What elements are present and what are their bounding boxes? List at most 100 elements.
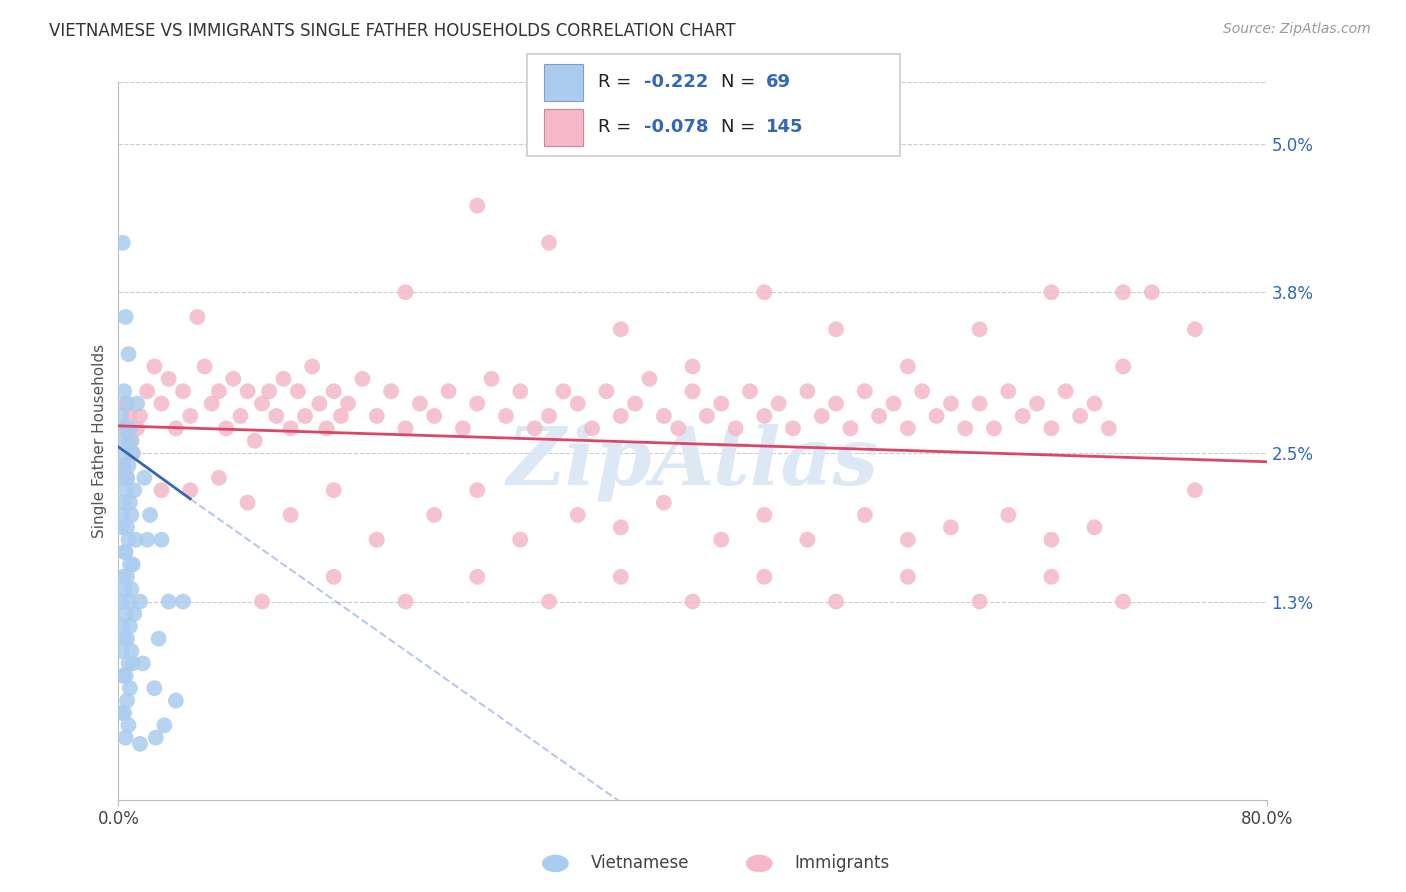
Point bbox=[114, 731, 136, 745]
Point bbox=[120, 508, 142, 522]
Point bbox=[222, 372, 245, 386]
Point bbox=[172, 594, 194, 608]
Point bbox=[114, 669, 136, 683]
Point bbox=[120, 582, 142, 597]
Point bbox=[112, 632, 135, 646]
Point bbox=[1054, 384, 1077, 399]
Point bbox=[897, 359, 920, 374]
Point bbox=[118, 495, 141, 509]
Point bbox=[1040, 285, 1063, 300]
Point bbox=[111, 508, 134, 522]
Point bbox=[1040, 421, 1063, 435]
Point bbox=[186, 310, 208, 324]
Point bbox=[122, 607, 145, 621]
Point bbox=[114, 483, 136, 498]
Point bbox=[710, 533, 733, 547]
Point bbox=[287, 384, 309, 399]
Point bbox=[394, 285, 416, 300]
Point bbox=[111, 458, 134, 473]
Point bbox=[208, 384, 231, 399]
Point bbox=[134, 471, 156, 485]
Point bbox=[114, 396, 136, 410]
Point bbox=[121, 446, 143, 460]
Point bbox=[118, 409, 141, 423]
Point bbox=[114, 545, 136, 559]
Point bbox=[148, 632, 170, 646]
Point bbox=[897, 421, 920, 435]
Point bbox=[136, 533, 159, 547]
Point bbox=[465, 483, 488, 498]
Point bbox=[1112, 594, 1135, 608]
Point bbox=[143, 359, 166, 374]
Point bbox=[825, 322, 848, 336]
Point bbox=[294, 409, 316, 423]
Point bbox=[236, 384, 259, 399]
Point bbox=[868, 409, 890, 423]
Text: -0.078: -0.078 bbox=[644, 119, 709, 136]
Point bbox=[322, 384, 344, 399]
Point bbox=[111, 421, 134, 435]
Point bbox=[610, 409, 633, 423]
Point bbox=[1040, 570, 1063, 584]
Text: Source: ZipAtlas.com: Source: ZipAtlas.com bbox=[1223, 22, 1371, 37]
Point bbox=[380, 384, 402, 399]
Point bbox=[120, 434, 142, 448]
Point bbox=[465, 570, 488, 584]
Point bbox=[215, 421, 238, 435]
Point bbox=[136, 384, 159, 399]
Point bbox=[997, 384, 1019, 399]
Point bbox=[117, 718, 139, 732]
Point bbox=[115, 570, 138, 584]
Point bbox=[112, 495, 135, 509]
Point bbox=[481, 372, 503, 386]
Point bbox=[201, 396, 224, 410]
Point bbox=[110, 409, 132, 423]
Point bbox=[366, 409, 388, 423]
Point bbox=[115, 632, 138, 646]
Point bbox=[120, 434, 142, 448]
Point bbox=[129, 737, 152, 751]
Point bbox=[423, 409, 446, 423]
Point bbox=[179, 409, 201, 423]
Point bbox=[610, 570, 633, 584]
Point bbox=[322, 570, 344, 584]
Point bbox=[682, 594, 704, 608]
Point bbox=[172, 384, 194, 399]
Point bbox=[153, 718, 176, 732]
Point bbox=[754, 570, 776, 584]
Point bbox=[509, 384, 531, 399]
Point bbox=[129, 409, 152, 423]
Point bbox=[112, 384, 135, 399]
Point bbox=[115, 520, 138, 534]
Text: N =: N = bbox=[721, 73, 761, 91]
Point bbox=[111, 570, 134, 584]
Point bbox=[666, 421, 689, 435]
Point bbox=[280, 421, 302, 435]
Point bbox=[1184, 322, 1206, 336]
Point bbox=[1083, 396, 1105, 410]
Point bbox=[143, 681, 166, 695]
Point bbox=[118, 619, 141, 633]
Point bbox=[117, 347, 139, 361]
Point bbox=[682, 384, 704, 399]
Point bbox=[112, 446, 135, 460]
Point bbox=[1011, 409, 1033, 423]
Point bbox=[114, 310, 136, 324]
Point bbox=[122, 483, 145, 498]
Point bbox=[127, 421, 149, 435]
Point bbox=[897, 533, 920, 547]
Point bbox=[509, 533, 531, 547]
Point bbox=[111, 619, 134, 633]
Point bbox=[112, 458, 135, 473]
Point bbox=[139, 508, 162, 522]
Point bbox=[280, 508, 302, 522]
Point bbox=[118, 558, 141, 572]
Text: ZipAtlas: ZipAtlas bbox=[506, 424, 879, 501]
Point bbox=[112, 706, 135, 720]
Point bbox=[1140, 285, 1163, 300]
Point bbox=[897, 570, 920, 584]
Point bbox=[1112, 285, 1135, 300]
Point bbox=[127, 396, 149, 410]
Point bbox=[610, 322, 633, 336]
Text: R =: R = bbox=[598, 119, 637, 136]
